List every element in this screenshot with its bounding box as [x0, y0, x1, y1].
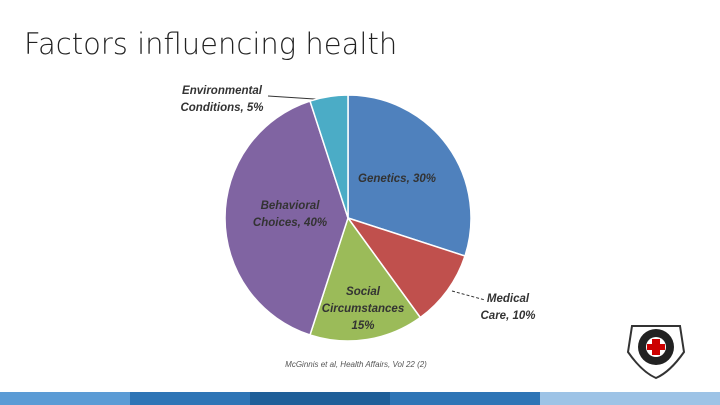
- pie-slice: [309, 216, 422, 342]
- slice-label: Environmental Conditions, 5%: [180, 85, 263, 114]
- slice-label: Behavioral Choices, 40%: [253, 200, 327, 229]
- pie-slice: [309, 94, 349, 219]
- logo: [626, 325, 686, 380]
- label-line: Medical: [487, 293, 530, 305]
- footer-band: [250, 392, 390, 405]
- label-line: Circumstances: [322, 303, 404, 315]
- footer-band: [540, 392, 720, 405]
- slide-title: Factors influencing health: [24, 27, 397, 61]
- footer-band: [0, 392, 130, 405]
- label-line: Choices, 40%: [253, 217, 327, 229]
- label-line: 15%: [351, 320, 374, 332]
- label-line: Care, 10%: [481, 310, 536, 322]
- pie-slice: [224, 100, 349, 336]
- slice-label: Medical Care, 10%: [481, 293, 536, 322]
- label-line: Conditions, 5%: [180, 102, 263, 114]
- footer-bar: [0, 392, 720, 405]
- source-note: McGinnis et al, Health Affairs, Vol 22 (…: [285, 360, 427, 369]
- label-line: Social: [346, 286, 381, 298]
- logo-cross: [647, 339, 665, 355]
- label-line: Behavioral: [261, 200, 321, 212]
- label-line: Genetics, 30%: [358, 173, 436, 185]
- pie-slice: [346, 216, 466, 319]
- slice-label: Social Circumstances 15%: [322, 286, 404, 332]
- leader-line: [451, 290, 486, 301]
- label-line: Environmental: [182, 85, 263, 97]
- pie-slice: [347, 94, 472, 257]
- slice-label: Genetics, 30%: [358, 173, 436, 185]
